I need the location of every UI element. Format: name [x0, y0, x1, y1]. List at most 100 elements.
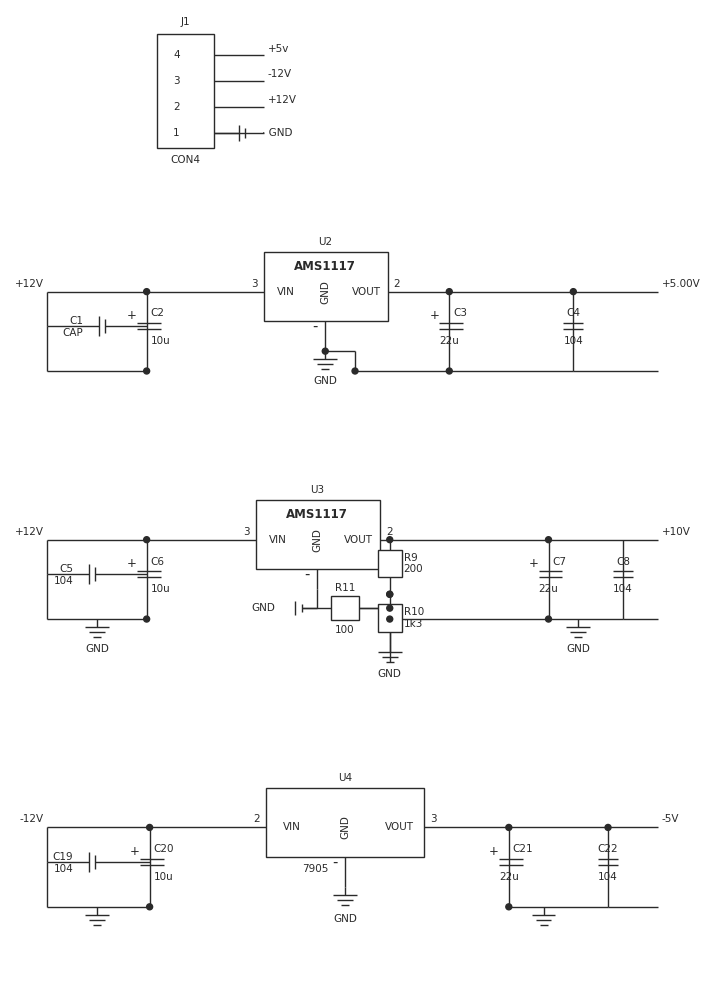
- Text: 200: 200: [404, 564, 423, 574]
- Text: +12V: +12V: [14, 279, 44, 289]
- Text: GND: GND: [252, 603, 276, 613]
- Text: 2: 2: [394, 279, 400, 289]
- Text: -5V: -5V: [661, 814, 679, 824]
- Circle shape: [387, 537, 393, 543]
- Text: C21: C21: [513, 844, 533, 854]
- Text: GND: GND: [320, 280, 330, 304]
- Circle shape: [387, 591, 393, 597]
- Text: 100: 100: [335, 625, 355, 635]
- Text: 3: 3: [173, 76, 179, 86]
- Bar: [264, 252, 388, 321]
- Text: U4: U4: [338, 773, 352, 783]
- Text: C20: C20: [154, 844, 174, 854]
- Text: +: +: [528, 557, 538, 570]
- Text: GND: GND: [333, 914, 357, 924]
- Text: C6: C6: [151, 557, 164, 567]
- Text: -12V: -12V: [19, 814, 44, 824]
- Circle shape: [147, 824, 152, 830]
- Circle shape: [387, 591, 393, 597]
- Text: CAP: CAP: [62, 328, 83, 338]
- Text: VIN: VIN: [269, 535, 287, 545]
- Text: GND: GND: [566, 644, 590, 654]
- Text: +12V: +12V: [267, 95, 297, 105]
- Circle shape: [446, 368, 453, 374]
- Text: -12V: -12V: [267, 69, 292, 79]
- Text: R10: R10: [404, 607, 424, 617]
- Circle shape: [144, 537, 149, 543]
- Text: · GND: · GND: [262, 128, 292, 138]
- Text: +5.00V: +5.00V: [661, 279, 701, 289]
- Text: 104: 104: [54, 576, 73, 586]
- Text: +12V: +12V: [14, 527, 44, 537]
- Bar: [378, 604, 402, 632]
- Text: 22u: 22u: [538, 584, 558, 594]
- Text: 104: 104: [613, 584, 633, 594]
- Circle shape: [506, 824, 512, 830]
- Text: -: -: [332, 855, 338, 870]
- Bar: [157, 34, 214, 148]
- Text: 2: 2: [173, 102, 179, 112]
- Text: VOUT: VOUT: [385, 822, 414, 832]
- Text: 3: 3: [243, 527, 250, 537]
- Text: +: +: [430, 309, 439, 322]
- Text: GND: GND: [378, 669, 402, 679]
- Circle shape: [605, 824, 611, 830]
- Text: 2: 2: [253, 814, 260, 824]
- Circle shape: [546, 537, 551, 543]
- Text: AMS1117: AMS1117: [287, 508, 348, 521]
- Circle shape: [446, 289, 453, 295]
- Circle shape: [144, 616, 149, 622]
- Text: 1: 1: [173, 128, 179, 138]
- Text: U3: U3: [310, 485, 325, 495]
- Text: -: -: [312, 319, 318, 334]
- Text: 1k3: 1k3: [404, 619, 423, 629]
- Bar: [256, 500, 380, 569]
- Text: +: +: [127, 557, 137, 570]
- Text: VOUT: VOUT: [352, 287, 380, 297]
- Text: VIN: VIN: [282, 822, 300, 832]
- Text: 2: 2: [386, 527, 393, 537]
- Text: 104: 104: [598, 872, 618, 882]
- Text: C1: C1: [69, 316, 83, 326]
- Text: 22u: 22u: [499, 872, 519, 882]
- Text: 22u: 22u: [439, 336, 459, 346]
- Text: 3: 3: [430, 814, 437, 824]
- Text: +: +: [489, 845, 499, 858]
- Text: U2: U2: [318, 237, 332, 247]
- Text: GND: GND: [340, 815, 350, 839]
- Text: GND: GND: [312, 528, 322, 552]
- Circle shape: [147, 904, 152, 910]
- Text: +: +: [127, 309, 137, 322]
- Text: C4: C4: [566, 308, 581, 318]
- Text: GND: GND: [313, 376, 337, 386]
- Text: 4: 4: [173, 50, 179, 60]
- Text: VOUT: VOUT: [343, 535, 373, 545]
- Text: 10u: 10u: [151, 584, 170, 594]
- Text: 10u: 10u: [154, 872, 173, 882]
- Circle shape: [506, 904, 512, 910]
- Text: +5v: +5v: [267, 44, 289, 54]
- Text: 104: 104: [563, 336, 583, 346]
- Text: C22: C22: [598, 844, 618, 854]
- Circle shape: [546, 616, 551, 622]
- Text: C19: C19: [53, 852, 73, 862]
- Text: C2: C2: [151, 308, 164, 318]
- Text: CON4: CON4: [170, 155, 200, 165]
- Circle shape: [387, 605, 393, 611]
- Text: GND: GND: [85, 644, 109, 654]
- Circle shape: [144, 368, 149, 374]
- Text: 7905: 7905: [302, 864, 328, 874]
- Circle shape: [144, 289, 149, 295]
- Circle shape: [322, 348, 328, 354]
- Text: +: +: [130, 845, 139, 858]
- Text: C5: C5: [59, 564, 73, 574]
- Text: 10u: 10u: [151, 336, 170, 346]
- Text: -: -: [305, 567, 310, 582]
- Text: C8: C8: [616, 557, 630, 567]
- Bar: [331, 596, 359, 620]
- Text: 3: 3: [251, 279, 258, 289]
- Text: R11: R11: [335, 583, 355, 593]
- Bar: [378, 550, 402, 577]
- Text: +10V: +10V: [661, 527, 691, 537]
- Circle shape: [387, 616, 393, 622]
